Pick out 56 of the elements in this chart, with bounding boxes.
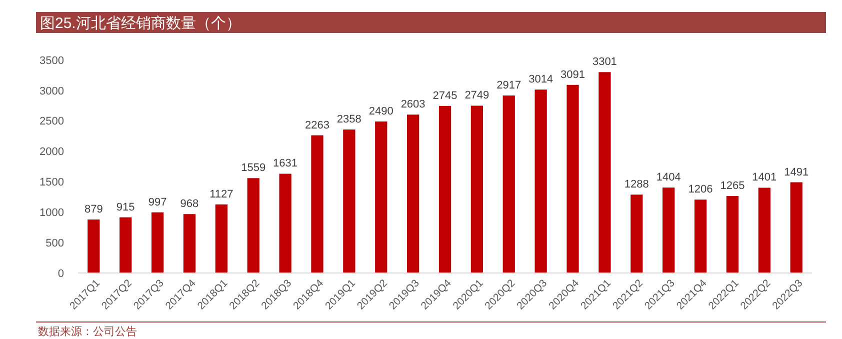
data-label: 2358 <box>336 114 362 126</box>
y-tick-label: 2000 <box>40 146 64 158</box>
data-label: 1404 <box>656 172 681 184</box>
bar <box>502 95 515 273</box>
y-tick-label: 0 <box>58 268 64 280</box>
bar <box>534 90 547 273</box>
bar <box>120 217 132 273</box>
data-label: 915 <box>116 201 135 214</box>
data-label: 1265 <box>720 180 745 192</box>
bar <box>438 106 452 273</box>
bar <box>88 220 100 273</box>
y-tick-label: 3500 <box>40 54 64 67</box>
data-label: 1127 <box>210 188 234 200</box>
bar <box>566 84 579 273</box>
data-label: 3301 <box>592 56 617 68</box>
bar <box>183 214 196 273</box>
bar <box>470 106 484 273</box>
data-label: 1491 <box>784 166 809 178</box>
bar <box>151 212 164 273</box>
data-label: 2490 <box>368 105 394 118</box>
data-label: 2749 <box>464 90 490 102</box>
data-label: 2263 <box>304 119 330 132</box>
data-label: 1631 <box>273 158 298 170</box>
data-label: 879 <box>84 204 103 216</box>
y-tick-label: 2500 <box>40 116 64 128</box>
bar <box>375 121 388 273</box>
bar <box>726 196 739 273</box>
bar <box>215 204 228 273</box>
bar <box>790 182 802 273</box>
data-label: 968 <box>180 198 199 210</box>
data-label: 2603 <box>400 98 426 111</box>
bar <box>630 194 643 273</box>
data-label: 1401 <box>752 172 777 184</box>
bar <box>758 188 770 273</box>
data-label: 1206 <box>688 184 713 196</box>
data-label: 997 <box>148 196 167 208</box>
bar <box>406 114 420 273</box>
bar <box>662 188 675 273</box>
data-label: 3091 <box>560 68 586 81</box>
data-label: 2745 <box>432 90 458 102</box>
y-tick-label: 1000 <box>40 206 64 219</box>
data-label: 3014 <box>528 74 554 86</box>
bar <box>343 130 356 273</box>
y-tick-label: 3000 <box>40 85 64 98</box>
bar <box>279 174 292 273</box>
bar <box>694 200 707 273</box>
data-label: 2917 <box>496 79 522 92</box>
y-tick-label: 1500 <box>40 176 64 189</box>
source-note: 数据来源：公司公告 <box>38 325 137 338</box>
y-tick-label: 500 <box>46 237 64 250</box>
chart-title: 图25.河北省经销商数量（个） <box>40 15 241 32</box>
data-label: 1288 <box>624 178 649 191</box>
bar <box>311 135 324 273</box>
data-label: 1559 <box>241 162 266 174</box>
bar <box>247 178 260 273</box>
bar <box>598 72 611 273</box>
